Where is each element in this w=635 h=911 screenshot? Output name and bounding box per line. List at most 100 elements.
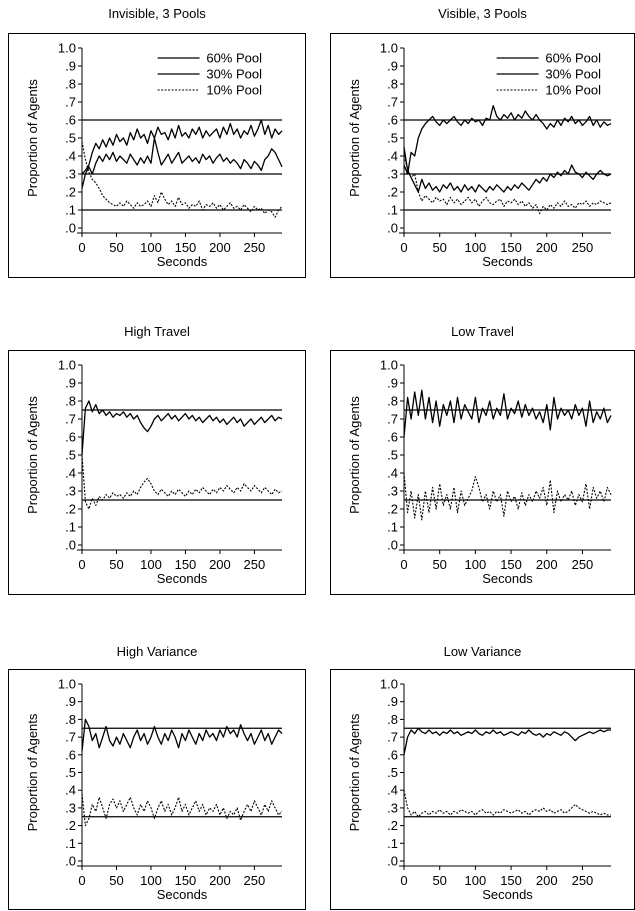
x-tick-label: 250 [572,557,594,572]
series-line-1 [403,389,612,438]
y-tick-label: .0 [65,221,76,236]
legend-entry: 30% Pool [496,67,601,82]
chart-panel-1: Invisible, 3 Pools .0 .1 .2 .3 .4 .5 .6 .7 .8 .9 1.… [8,6,306,278]
y-axis-label: Proportion of Agents [25,713,40,831]
x-tick-label: 250 [244,873,266,888]
x-tick-label: 200 [536,873,558,888]
x-tick-label: 250 [244,557,266,572]
chart-title: High Travel [124,324,190,339]
y-tick-label: .3 [65,167,76,182]
y-tick-label: .9 [387,694,398,709]
legend-entry: 60% Pool [496,51,601,66]
y-tick-label: .7 [65,730,76,745]
y-tick-label: .3 [65,800,76,815]
x-tick-label: 50 [432,240,446,255]
legend-label: 10% Pool [545,83,601,98]
y-axis-label: Proportion of Agents [347,713,362,831]
legend-label: 60% Pool [206,51,262,66]
y-tick-label: .5 [387,765,398,780]
x-tick-label: 100 [465,557,487,572]
legend-entry: 10% Pool [157,83,262,98]
y-tick-label: .6 [387,113,398,128]
x-tick-label: 50 [109,240,123,255]
y-tick-label: .8 [387,712,398,727]
x-tick-label: 200 [209,240,231,255]
x-tick-label: 150 [500,873,522,888]
x-axis-label: Seconds [482,887,533,902]
y-tick-label: .3 [65,484,76,499]
y-tick-label: .6 [65,430,76,445]
x-tick-label: 0 [78,873,85,888]
y-tick-label: .8 [65,712,76,727]
x-axis-label: Seconds [482,254,533,269]
x-tick-label: 150 [500,557,522,572]
x-tick-label: 100 [465,873,487,888]
y-tick-label: .8 [387,77,398,92]
chart-panel-5: High Variance .0 .1 .2 .3 .4 .5 .6 .7 .8 .9 1.0 0 50 1… [8,644,306,910]
series-line-2 [81,454,283,510]
y-tick-label: .1 [387,836,398,851]
y-tick-label: .1 [65,836,76,851]
y-tick-label: .4 [65,466,76,481]
y-axis-label: Proportion of Agents [347,396,362,514]
x-tick-label: 0 [400,873,407,888]
legend-label: 30% Pool [545,67,601,82]
x-tick-label: 250 [244,240,266,255]
series-line-2 [403,146,612,193]
x-axis-label: Seconds [157,571,208,586]
x-tick-label: 50 [432,557,446,572]
y-tick-label: .2 [65,502,76,517]
chart-panel-6: Low Variance .0 .1 .2 .3 .4 .5 .6 .7 .8 .9 1.0 0 50 10… [330,644,635,910]
y-tick-label: .1 [387,520,398,535]
x-tick-label: 150 [175,873,197,888]
series-line-2 [81,793,283,827]
y-tick-label: .4 [65,783,76,798]
y-tick-label: .4 [65,149,76,164]
chart-title: High Variance [117,644,198,659]
y-tick-label: .4 [387,783,398,798]
y-tick-label: .8 [65,394,76,409]
series-line-2 [403,790,611,818]
y-tick-label: .6 [65,747,76,762]
y-tick-label: .7 [387,730,398,745]
x-tick-label: 50 [109,873,123,888]
y-tick-label: .6 [65,113,76,128]
y-tick-label: .7 [387,412,398,427]
x-tick-label: 100 [140,240,162,255]
y-tick-label: 1.0 [58,677,76,692]
x-tick-label: 0 [78,240,85,255]
series-line-2 [81,137,283,189]
y-tick-label: 1.0 [380,41,398,56]
y-tick-label: .1 [65,203,76,218]
y-tick-label: .7 [65,412,76,427]
y-tick-label: .5 [65,131,76,146]
y-tick-label: .4 [387,466,398,481]
x-tick-label: 200 [536,557,558,572]
chart-title: Visible, 3 Pools [438,6,527,21]
legend-label: 10% Pool [206,83,262,98]
x-axis-label: Seconds [482,571,533,586]
y-tick-label: .0 [387,538,398,553]
y-tick-label: .0 [387,854,398,869]
y-tick-label: 1.0 [58,358,76,373]
y-tick-label: 1.0 [380,677,398,692]
series-line-2 [403,472,612,521]
x-tick-label: 100 [465,240,487,255]
y-tick-label: .2 [387,818,398,833]
legend-entry: 30% Pool [157,67,262,82]
x-tick-label: 200 [209,873,231,888]
y-tick-label: .8 [387,394,398,409]
y-tick-label: .3 [387,167,398,182]
legend-label: 30% Pool [206,67,262,82]
y-tick-label: .6 [387,747,398,762]
y-tick-label: .3 [387,484,398,499]
series-line-1 [81,718,283,752]
y-tick-label: .0 [387,221,398,236]
series-line-3 [403,155,612,215]
series-line-3 [81,141,283,218]
x-tick-label: 200 [536,240,558,255]
y-axis-label: Proportion of Agents [25,396,40,514]
chart-panel-2: Visible, 3 Pools .0 .1 .2 .3 .4 .5 .6 .7 .8 .9 1.0 0… [330,6,635,278]
y-tick-label: .9 [387,59,398,74]
